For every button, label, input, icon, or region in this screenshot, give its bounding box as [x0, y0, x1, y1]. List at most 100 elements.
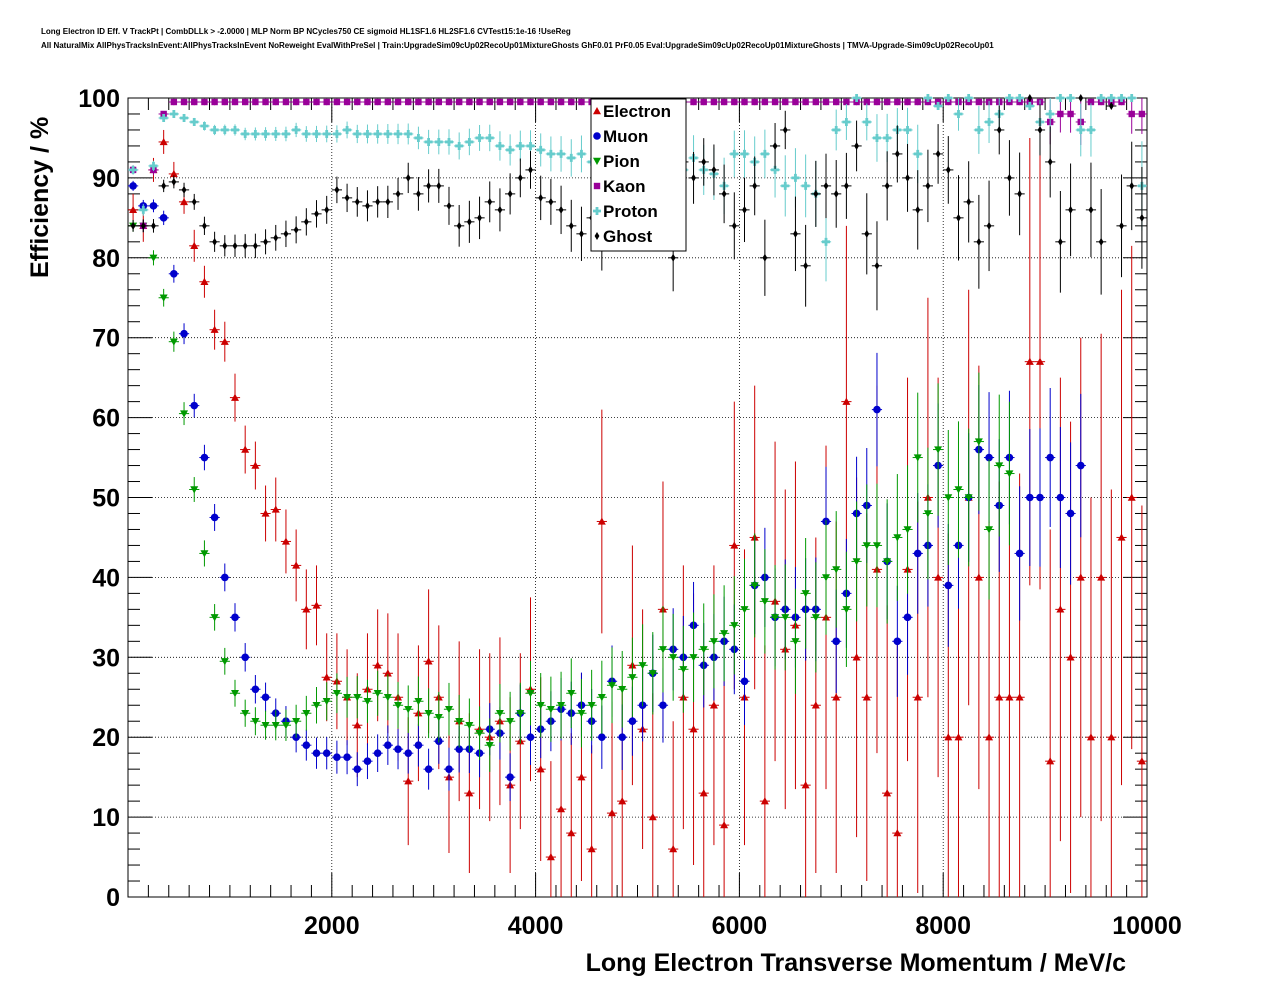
data-point	[618, 733, 627, 741]
data-point	[455, 141, 464, 150]
data-point	[730, 622, 739, 630]
data-point	[976, 237, 982, 246]
data-point	[760, 797, 769, 805]
data-point	[302, 710, 311, 718]
data-point	[312, 129, 321, 138]
data-point	[333, 753, 341, 761]
data-point	[314, 209, 319, 218]
data-point	[333, 98, 341, 106]
data-point	[1086, 733, 1095, 741]
data-point	[281, 722, 290, 730]
data-point	[721, 189, 727, 198]
data-point	[373, 661, 382, 669]
data-point	[731, 98, 738, 106]
data-point	[416, 189, 421, 198]
data-point	[741, 98, 748, 106]
data-point	[322, 698, 331, 706]
data-point	[883, 789, 892, 797]
data-point	[597, 517, 606, 525]
data-point	[516, 710, 525, 718]
data-point	[190, 117, 199, 126]
data-point	[220, 658, 229, 666]
data-point	[1057, 110, 1064, 118]
data-point	[332, 129, 341, 138]
data-point	[1119, 221, 1124, 230]
data-point	[424, 137, 433, 146]
data-point	[1066, 653, 1075, 661]
data-point	[221, 98, 229, 106]
data-point	[221, 573, 229, 582]
data-point	[700, 98, 707, 106]
legend-marker-kaon	[593, 182, 601, 190]
data-point	[801, 781, 810, 789]
data-point	[343, 98, 351, 106]
data-point	[537, 98, 544, 106]
data-point	[854, 141, 859, 150]
data-point	[648, 813, 657, 821]
data-point	[262, 98, 269, 106]
data-point	[526, 690, 535, 698]
data-point	[465, 137, 474, 146]
data-point	[1005, 470, 1014, 478]
data-point	[497, 205, 503, 214]
data-point	[232, 241, 238, 250]
data-point	[883, 558, 892, 566]
data-point	[679, 666, 688, 674]
data-point	[180, 410, 189, 418]
data-point	[833, 98, 840, 106]
data-point	[548, 197, 554, 206]
data-point	[1056, 605, 1065, 613]
data-point	[385, 197, 391, 206]
data-point	[577, 773, 586, 781]
data-point	[444, 137, 453, 146]
data-point	[180, 98, 188, 106]
data-point	[833, 189, 839, 198]
data-point	[760, 149, 769, 158]
data-point	[212, 237, 218, 246]
data-point	[455, 745, 463, 753]
data-point	[792, 98, 799, 106]
data-point	[281, 129, 290, 138]
data-point	[1057, 237, 1063, 246]
data-point	[263, 237, 268, 246]
data-point	[536, 702, 545, 710]
data-point	[1066, 94, 1075, 102]
data-point	[436, 181, 442, 190]
data-point	[709, 701, 718, 709]
data-point	[1076, 461, 1085, 470]
data-point	[303, 217, 309, 226]
data-point	[353, 694, 362, 702]
data-point	[1025, 357, 1034, 365]
data-point	[587, 702, 596, 710]
legend-label-muon: Muon	[603, 127, 648, 146]
data-point	[129, 165, 138, 174]
data-point	[528, 165, 533, 174]
data-point	[130, 221, 136, 230]
data-point	[557, 805, 566, 813]
data-point	[730, 541, 739, 549]
data-point	[180, 113, 189, 122]
data-point	[546, 853, 555, 861]
data-point	[282, 98, 290, 106]
data-point	[913, 149, 922, 158]
data-point	[852, 94, 861, 102]
data-point	[344, 193, 350, 202]
data-point	[496, 98, 504, 106]
data-point	[903, 526, 912, 534]
data-point	[1046, 109, 1055, 118]
data-point	[495, 141, 504, 150]
data-point	[517, 173, 523, 182]
data-point	[791, 173, 800, 182]
data-point	[772, 141, 778, 150]
data-point	[1139, 213, 1145, 222]
data-point	[271, 505, 280, 513]
data-point	[1088, 205, 1094, 214]
data-point	[842, 397, 851, 405]
data-point	[913, 454, 922, 462]
data-point	[292, 125, 301, 134]
data-point	[1127, 94, 1136, 102]
data-point	[424, 657, 433, 665]
data-point	[200, 277, 209, 285]
data-point	[191, 197, 197, 206]
data-point	[252, 98, 259, 106]
